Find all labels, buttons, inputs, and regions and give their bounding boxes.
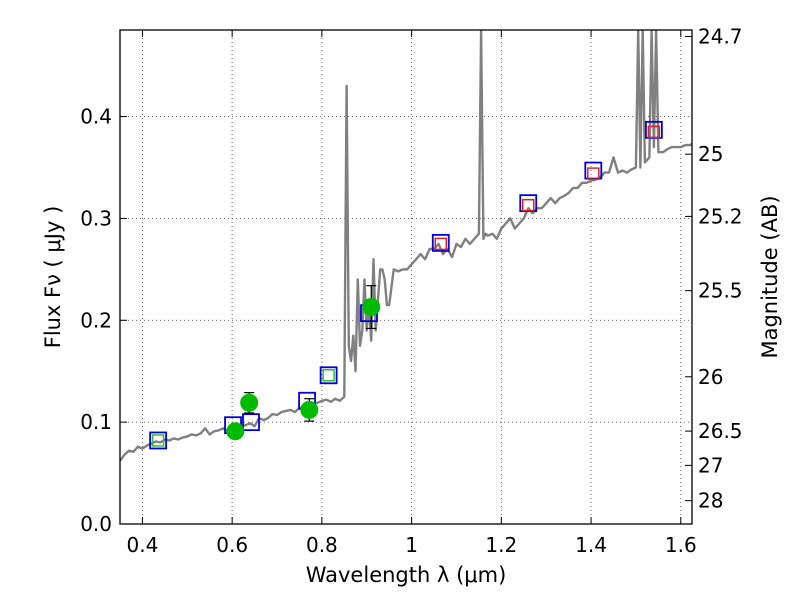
x-tick-label-2: 0.8 xyxy=(306,533,338,557)
y2-axis-title: Magnitude (AB) xyxy=(758,195,782,358)
plot-background xyxy=(120,30,692,524)
y-tick-label-1: 0.1 xyxy=(80,410,112,434)
mag-tick-label-2: 25.2 xyxy=(698,204,743,228)
blue-square-marker-2 xyxy=(242,413,260,432)
series-layer xyxy=(120,30,692,462)
observed-point-1 xyxy=(240,393,259,412)
axis-ticks xyxy=(120,30,692,525)
green-square-marker-1 xyxy=(322,369,335,382)
x-tick-label-0: 0.4 xyxy=(127,533,159,557)
y-tick-label-4: 0.4 xyxy=(80,105,112,129)
plot-frame xyxy=(119,29,693,525)
red-square-marker-1 xyxy=(522,198,535,212)
mag-tick-label-4: 26 xyxy=(698,365,723,389)
y-axis-title: Flux Fν ( μJy ) xyxy=(41,206,65,349)
mag-tick-label-7: 28 xyxy=(698,489,723,513)
mag-tick-label-6: 27 xyxy=(698,453,723,477)
y-tick-label-3: 0.3 xyxy=(80,206,112,230)
x-tick-label-3: 1 xyxy=(405,533,418,557)
observed-point-3 xyxy=(362,298,381,317)
tick-labels: 0.4 0.6 0.8 1 1.2 1.4 1.6 0.0 0.1 0.2 0.3 0.4 24.7 25… xyxy=(80,24,742,557)
x-tick-label-6: 1.6 xyxy=(665,533,697,557)
grid-lines xyxy=(120,30,692,524)
green-square-marker-0 xyxy=(151,434,165,447)
red-square-marker-2 xyxy=(587,167,600,180)
x-tick-label-5: 1.4 xyxy=(575,533,607,557)
observed-point-2 xyxy=(300,400,319,419)
red-square-marker-0 xyxy=(434,237,448,251)
y-tick-label-2: 0.2 xyxy=(80,308,112,332)
blue-square-marker-0 xyxy=(149,431,168,450)
x-axis-title: Wavelength λ (μm) xyxy=(306,563,507,587)
mag-tick-label-1: 25 xyxy=(698,142,723,166)
mag-tick-label-3: 25.5 xyxy=(698,279,743,303)
red-square-marker-3 xyxy=(647,125,661,139)
observed-point-0 xyxy=(226,422,245,441)
blue-square-marker-6 xyxy=(431,233,450,252)
mag-tick-label-0: 24.7 xyxy=(698,24,743,48)
mag-tick-label-5: 26.5 xyxy=(698,419,743,443)
y-tick-label-0: 0.0 xyxy=(80,512,112,536)
x-tick-label-4: 1.2 xyxy=(485,533,517,557)
x-tick-label-1: 0.6 xyxy=(216,533,248,557)
blue-square-marker-4 xyxy=(319,366,338,385)
